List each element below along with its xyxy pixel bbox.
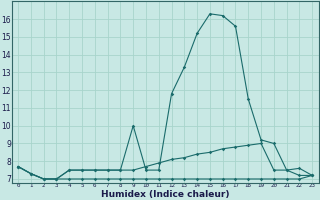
X-axis label: Humidex (Indice chaleur): Humidex (Indice chaleur) <box>101 190 229 199</box>
